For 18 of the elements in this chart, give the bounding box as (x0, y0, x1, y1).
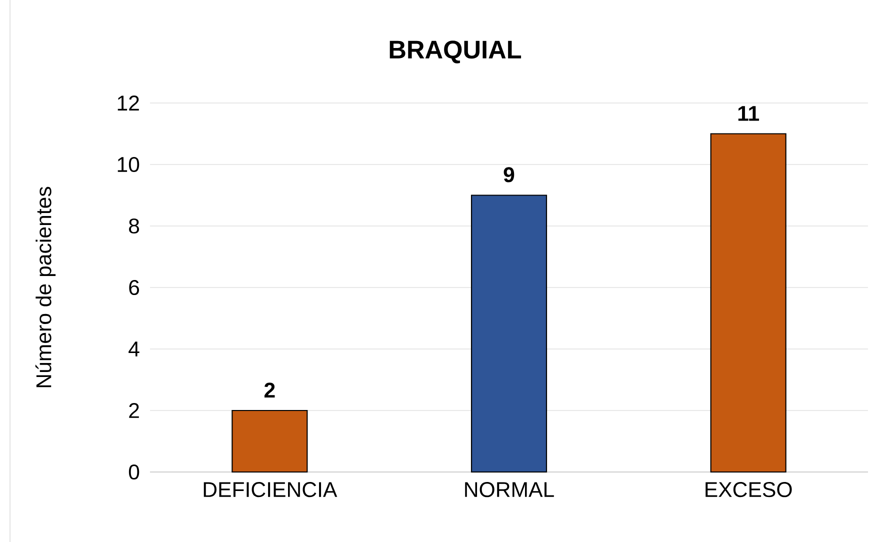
y-tick-label: 2 (129, 403, 139, 418)
x-tick-label: DEFICIENCIA (204, 482, 338, 498)
bar (710, 133, 786, 473)
bar (470, 194, 548, 473)
chart-title: BRAQUIAL (390, 40, 522, 64)
x-tick-label: NORMAL (465, 482, 554, 498)
data-label: 11 (738, 106, 760, 121)
y-tick-label: 10 (118, 156, 140, 172)
y-tick-label: 4 (128, 342, 140, 356)
y-tick-label: 0 (128, 464, 140, 480)
y-tick-label: 8 (129, 218, 140, 234)
bar (232, 410, 308, 473)
y-axis-title: Número de pacientes (35, 186, 56, 388)
data-label: 9 (504, 167, 514, 182)
x-tick-label: EXCESO (706, 482, 792, 498)
y-tick-label: 6 (129, 280, 140, 296)
data-label: 2 (264, 382, 275, 398)
y-tick-label: 12 (118, 96, 139, 110)
